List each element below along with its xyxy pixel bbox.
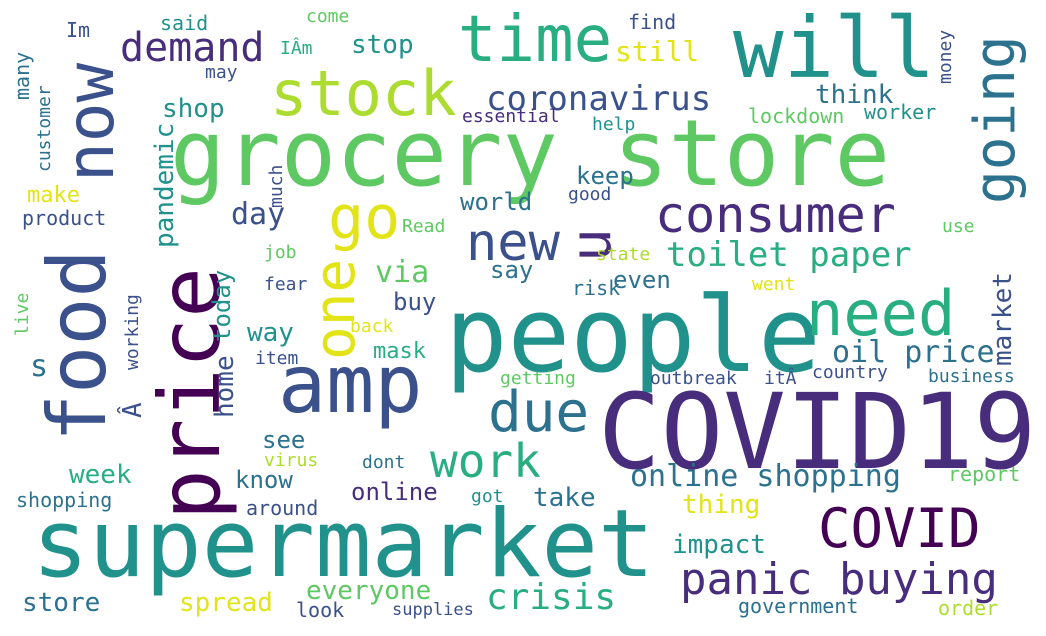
word-crisis: crisis — [486, 577, 617, 618]
word-live: live — [12, 292, 33, 336]
word-much: much — [266, 164, 287, 208]
word-today: today — [208, 269, 236, 342]
word-covid19: COVID19 — [598, 371, 1037, 493]
word-ita: itÂ — [764, 368, 797, 389]
word-back: back — [350, 316, 394, 337]
word-working: working — [122, 294, 143, 370]
word-one: one — [303, 258, 368, 360]
word-iam: IÂm — [280, 38, 313, 59]
word-went: went — [752, 274, 796, 295]
word-s: s — [30, 349, 49, 384]
word-stock: stock — [270, 57, 457, 130]
word-country: country — [812, 362, 888, 383]
word-shop: shop — [162, 94, 225, 124]
word-oil-price: oil price — [832, 335, 995, 370]
word-everyone: everyone — [306, 576, 432, 606]
word-new: new — [466, 213, 560, 273]
word-via: via — [375, 255, 430, 290]
word-customer: customer — [34, 85, 55, 172]
word-will: will — [733, 0, 936, 97]
word-panic-buying: panic buying — [680, 554, 998, 605]
word-say: say — [490, 256, 534, 284]
word-may: may — [205, 62, 238, 83]
word-dont: dont — [362, 452, 406, 473]
word-find: find — [628, 10, 677, 34]
word-job: job — [264, 242, 297, 263]
word-way: way — [247, 318, 294, 348]
word-help: help — [592, 114, 636, 135]
word-mask: mask — [373, 339, 426, 364]
word-demand: demand — [120, 25, 265, 71]
word-product: product — [22, 206, 107, 230]
word-use: use — [942, 216, 975, 237]
word-risk: risk — [572, 276, 621, 300]
word-fear: fear — [264, 274, 308, 295]
word-look: look — [296, 598, 345, 622]
word-getting: getting — [500, 368, 576, 389]
word-know: know — [235, 466, 293, 494]
word-online-shopping: online shopping — [630, 459, 901, 494]
word-toilet-paper: toilet paper — [666, 235, 912, 275]
word-day: day — [231, 197, 286, 232]
word-coronavirus: coronavirus — [486, 79, 712, 119]
word-money: money — [935, 29, 956, 84]
word-report: report — [948, 462, 1021, 486]
word-state: state — [596, 244, 651, 265]
word-item: item — [255, 348, 299, 369]
word-around: around — [246, 496, 319, 520]
word-keep: keep — [576, 162, 634, 190]
word-due: due — [488, 380, 590, 445]
word-read: Read — [402, 216, 446, 237]
word-many: many — [10, 51, 34, 100]
word-thing: thing — [682, 490, 761, 520]
word-even: even — [613, 266, 671, 294]
word-good: good — [568, 184, 612, 205]
word-store: store — [22, 588, 101, 618]
word-come: come — [306, 6, 350, 27]
word-grocery-store: grocery store — [170, 100, 891, 207]
word-think: think — [815, 80, 894, 110]
word-supermarket: supermarket — [32, 490, 655, 599]
word-lockdown: lockdown — [748, 104, 845, 128]
word-a-hat: Â — [118, 402, 148, 418]
word-home: home — [210, 355, 240, 418]
word-covid: COVID — [818, 497, 981, 560]
word-business: business — [928, 366, 1015, 387]
word-shopping: shopping — [16, 488, 113, 512]
word-buy: buy — [393, 288, 437, 316]
word-government: government — [738, 594, 859, 618]
word-market: market — [988, 272, 1018, 366]
word-spread: spread — [179, 588, 273, 618]
word-week: week — [69, 460, 132, 490]
word-take: take — [533, 483, 596, 513]
word-time: time — [458, 3, 613, 77]
word-outbreak: outbreak — [650, 368, 737, 389]
word-impact: impact — [672, 530, 766, 560]
word-pandemic: pandemic — [150, 122, 180, 248]
word-make: make — [27, 183, 80, 208]
word-said: said — [160, 11, 209, 35]
word-order: order — [938, 596, 999, 620]
word-work: work — [430, 434, 541, 488]
word-now: now — [52, 62, 129, 182]
word-still: still — [615, 35, 700, 68]
word-see: see — [262, 426, 306, 454]
word-stop: stop — [351, 30, 414, 60]
word-go: go — [328, 183, 401, 253]
word-im: Im — [66, 18, 91, 42]
word-worker: worker — [864, 100, 937, 124]
word-amp: amp — [278, 338, 423, 431]
word-going: going — [963, 35, 1028, 204]
word-virus: virus — [264, 450, 319, 471]
word-essential: essential — [462, 106, 560, 127]
word-consumer: consumer — [655, 186, 896, 244]
word-online: online — [351, 478, 438, 506]
word-supplies: supplies — [392, 600, 474, 620]
word-people: people — [445, 274, 821, 396]
word-need: need — [806, 277, 956, 350]
word-food: food — [31, 249, 124, 442]
word-world: world — [460, 188, 533, 216]
word-got: got — [471, 486, 504, 507]
